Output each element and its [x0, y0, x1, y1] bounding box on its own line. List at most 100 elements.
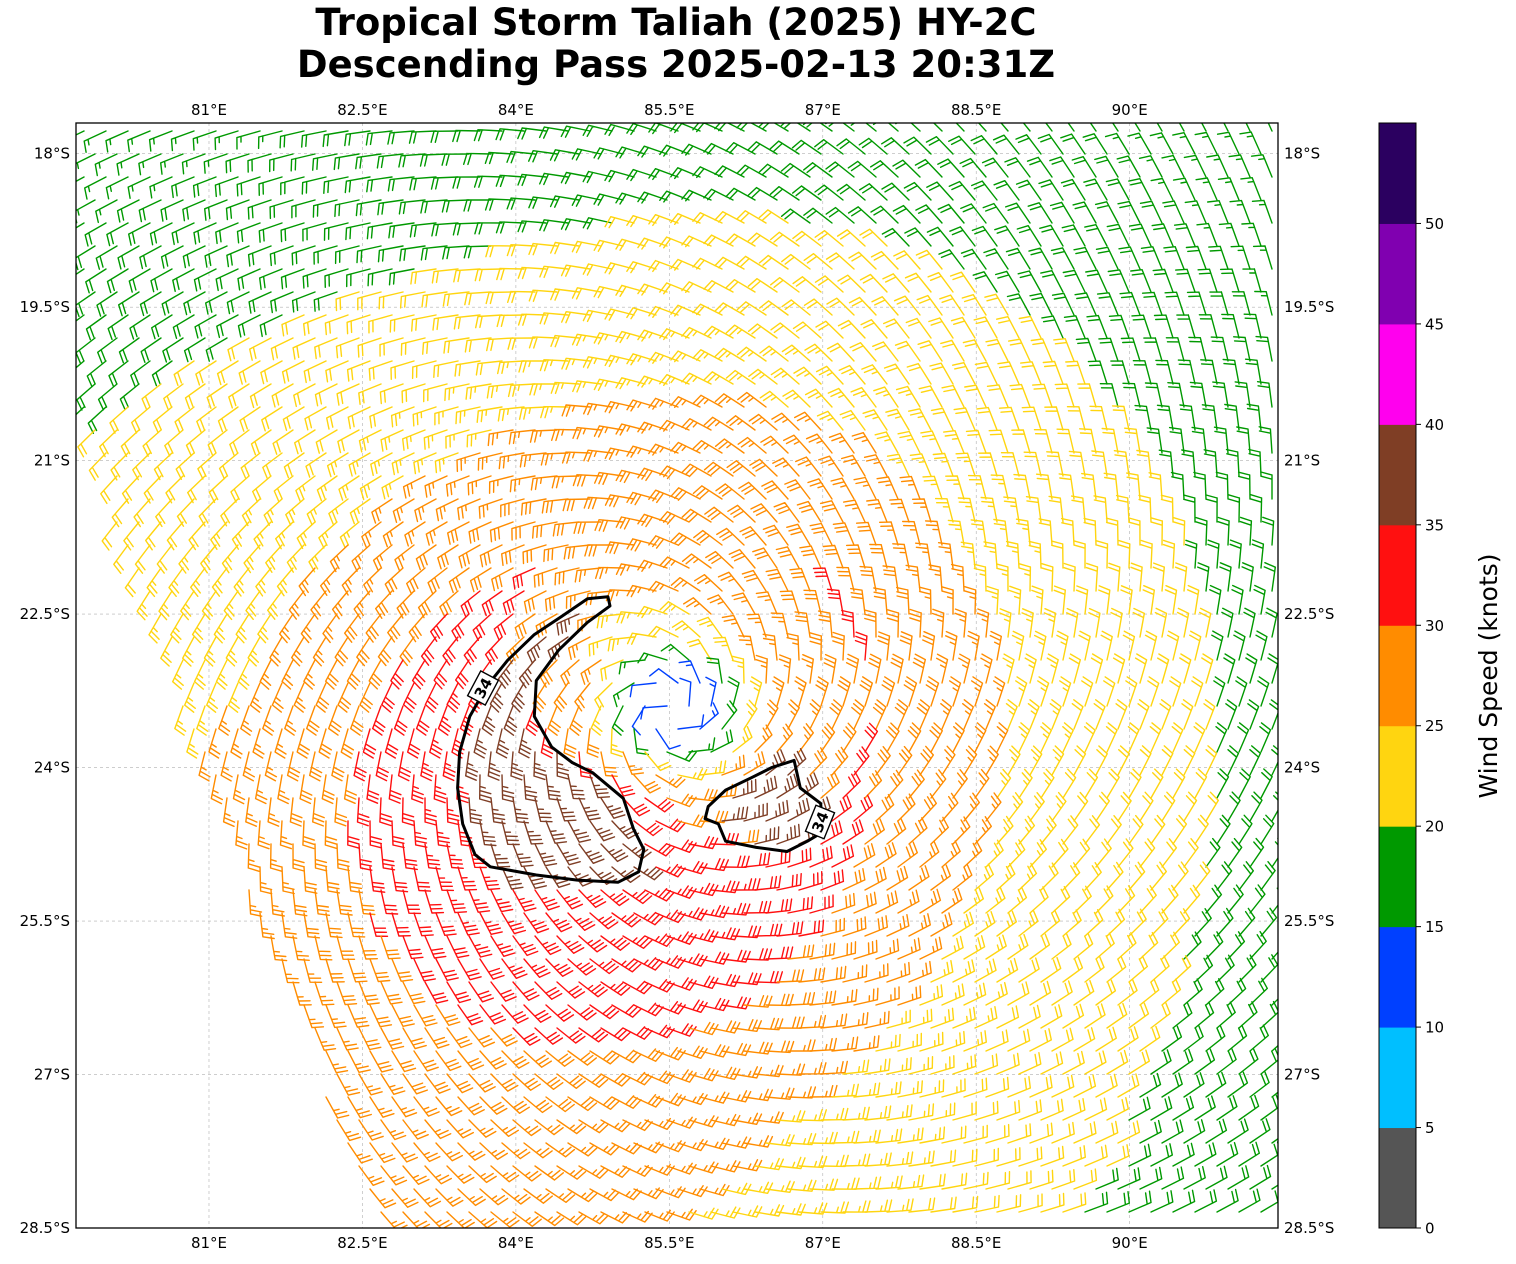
- wind-barb: [76, 337, 96, 364]
- wind-barb: [1205, 931, 1224, 960]
- wind-barb: [180, 590, 195, 621]
- wind-barb: [1018, 1004, 1041, 1029]
- wind-barb: [1040, 1098, 1064, 1121]
- wind-barb: [622, 1026, 653, 1040]
- colorbar-segment-4: [1379, 725, 1416, 827]
- wind-barb: [457, 1142, 486, 1161]
- wind-barb: [605, 589, 635, 602]
- wind-barb: [842, 1153, 871, 1167]
- wind-barb: [1100, 630, 1113, 661]
- wind-barb: [512, 1027, 541, 1046]
- wind-barb: [1024, 653, 1037, 684]
- wind-barb: [688, 836, 719, 850]
- plot-frame: [75, 122, 1279, 1229]
- wind-barb: [540, 452, 569, 466]
- wind-barb: [666, 1069, 697, 1083]
- wind-barb: [875, 1128, 903, 1144]
- wind-barb: [501, 958, 528, 979]
- wind-barb: [1062, 1003, 1085, 1029]
- wind-barb: [567, 1142, 598, 1157]
- wind-barb: [1117, 1167, 1141, 1190]
- wind-barb: [637, 513, 668, 528]
- wind-barb: [826, 588, 844, 615]
- wind-barb: [427, 567, 448, 594]
- wind-barb: [1203, 449, 1218, 477]
- wind-barb: [457, 1004, 484, 1026]
- wind-barb: [974, 1147, 999, 1167]
- wind-barb: [556, 751, 569, 780]
- wind-barb: [912, 653, 926, 684]
- wind-barb: [195, 360, 217, 386]
- wind-barb: [465, 383, 492, 400]
- wind-barb: [648, 535, 679, 549]
- wind-barb: [908, 1197, 936, 1213]
- wind-barb: [401, 797, 415, 826]
- wind-barb: [1194, 1095, 1216, 1121]
- wind-barb: [980, 496, 998, 523]
- wind-barb: [604, 494, 635, 508]
- wind-barb: [633, 728, 649, 756]
- wind-barb: [1026, 156, 1053, 178]
- wind-barb: [401, 383, 426, 404]
- wind-barb: [929, 362, 954, 385]
- wind-barb: [633, 911, 664, 926]
- wind-barb: [1023, 451, 1042, 477]
- wind-barb: [1260, 1000, 1278, 1029]
- wind-barb: [545, 1004, 575, 1022]
- wind-barb: [1110, 607, 1123, 638]
- wind-barb: [361, 521, 382, 548]
- wind-barb: [894, 340, 921, 362]
- wind-barb: [495, 128, 525, 141]
- wind-barb: [847, 206, 877, 224]
- wind-barb: [1201, 653, 1214, 684]
- wind-barb: [572, 474, 602, 487]
- wind-barb: [490, 1211, 520, 1228]
- wind-barb: [726, 460, 756, 477]
- wind-barb: [1149, 722, 1162, 753]
- wind-barb: [847, 160, 877, 178]
- wind-barb: [842, 916, 867, 937]
- wind-barb: [433, 774, 447, 804]
- wind-barb: [1150, 1096, 1173, 1121]
- wind-barb: [604, 169, 635, 183]
- wind-barb: [894, 699, 909, 730]
- wind-barb: [875, 842, 897, 868]
- wind-barb: [648, 214, 679, 227]
- wind-barb: [1073, 1168, 1098, 1190]
- wind-barb: [615, 330, 646, 344]
- wind-barb: [540, 405, 569, 419]
- wind-barb: [518, 728, 532, 759]
- wind-barb: [1147, 676, 1160, 707]
- wind-barb: [831, 746, 849, 776]
- wind-barb: [905, 564, 921, 592]
- wind-barb: [671, 620, 701, 638]
- wind-barb: [402, 1119, 429, 1140]
- wind-barb: [97, 337, 118, 364]
- wind-barb: [430, 176, 459, 190]
- wind-barb: [1160, 494, 1174, 523]
- wind-barb: [1040, 1051, 1064, 1075]
- wind-barb: [512, 981, 540, 1001]
- wind-barb: [582, 356, 613, 369]
- wind-barb: [567, 958, 597, 976]
- wind-barb: [501, 912, 526, 935]
- wind-barb: [721, 1090, 752, 1103]
- wind-barb: [140, 337, 162, 363]
- wind-barb: [424, 682, 439, 713]
- wind-barb: [1084, 1191, 1109, 1213]
- wind-barb: [1103, 676, 1116, 707]
- wind-barb: [1122, 382, 1141, 408]
- wind-barb: [1040, 862, 1059, 891]
- wind-barb: [960, 203, 987, 224]
- wind-barb: [1207, 539, 1220, 569]
- wind-barb: [814, 184, 844, 201]
- wind-barb: [402, 843, 418, 871]
- wind-barb: [1128, 768, 1142, 799]
- wind-barb: [1260, 861, 1276, 891]
- wind-barb: [611, 1188, 642, 1201]
- wind-barb: [346, 314, 371, 335]
- wind-barb: [415, 705, 430, 736]
- wind-barb: [703, 416, 734, 431]
- wind-barb: [610, 728, 623, 758]
- wind-barb: [561, 451, 591, 464]
